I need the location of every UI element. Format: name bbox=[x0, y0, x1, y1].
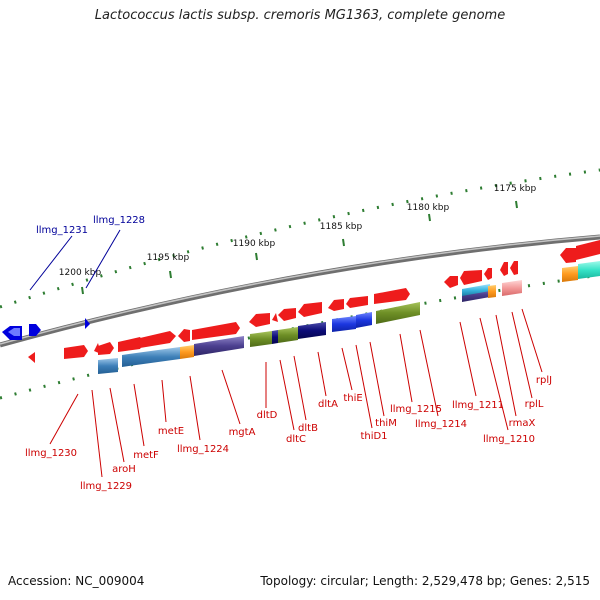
gene-arrow-dltD bbox=[249, 313, 270, 327]
gene-arrow bbox=[28, 352, 35, 363]
gene-arrow-metF bbox=[118, 337, 144, 352]
gene-label: llmg_1229 bbox=[80, 481, 132, 492]
topology-text: Topology: circular; Length: 2,529,478 bp… bbox=[260, 574, 590, 588]
scale-label: 1195 kbp bbox=[147, 253, 190, 263]
gene-arrow-llmg_1215 bbox=[374, 288, 410, 304]
major-tick bbox=[515, 200, 518, 209]
gene-arrow-llmg_1230 bbox=[64, 345, 88, 359]
gene-label: llmg_1210 bbox=[483, 434, 535, 445]
major-tick bbox=[169, 270, 172, 279]
cog-category-boxes bbox=[98, 261, 600, 374]
gene-arrow-dltB bbox=[278, 308, 296, 321]
gene-label: mgtA bbox=[229, 427, 256, 438]
gene-label: llmg_1214 bbox=[415, 419, 467, 430]
gene-arrow-rplJ bbox=[560, 248, 576, 263]
gene-arrow-rplL bbox=[510, 261, 518, 275]
scale-label: 1190 kbp bbox=[233, 239, 276, 249]
gene-label: metF bbox=[133, 450, 159, 461]
gene-arrow-llmg_1228 bbox=[29, 324, 41, 336]
genome-backbone bbox=[0, 234, 600, 348]
gene-label: dltB bbox=[298, 423, 318, 434]
scale-label: 1180 kbp bbox=[407, 203, 450, 213]
scale-ruler bbox=[0, 168, 600, 309]
major-tick bbox=[428, 213, 431, 222]
gene-label: dltD bbox=[257, 410, 278, 421]
genome-title: Lactococcus lactis subsp. cremoris MG136… bbox=[94, 8, 506, 23]
gene-label: llmg_1230 bbox=[25, 448, 77, 459]
gene-label: thiE bbox=[343, 393, 362, 404]
gene-arrow-rmaX bbox=[500, 262, 508, 276]
gene-label: llmg_1231 bbox=[36, 225, 88, 236]
gene-arrow-thiE bbox=[328, 299, 344, 311]
gene-label: thiM bbox=[375, 418, 397, 429]
gene-label: aroH bbox=[112, 464, 136, 475]
forward-genes bbox=[28, 240, 600, 363]
major-tick bbox=[255, 252, 258, 261]
gene-arrow-dltC bbox=[272, 313, 278, 322]
gene-arrow-metE bbox=[140, 331, 176, 348]
gene-arrow-llmg_1210 bbox=[460, 270, 482, 285]
gene-label: dltA bbox=[318, 399, 338, 410]
scale-label: 1200 kbp bbox=[59, 268, 102, 278]
gene-arrow-mgtA bbox=[192, 322, 240, 340]
scale-label: 1175 kbp bbox=[494, 184, 537, 194]
gene-arrow-aroH bbox=[98, 342, 114, 355]
gene-label: thiD1 bbox=[360, 431, 387, 442]
gene-label: rmaX bbox=[509, 418, 536, 429]
gene-label: rplL bbox=[525, 399, 544, 410]
gene-label: llmg_1228 bbox=[93, 215, 145, 226]
gene-label: llmg_1215 bbox=[390, 404, 442, 415]
scale-label: 1185 kbp bbox=[320, 222, 363, 232]
gene-label: dltC bbox=[286, 434, 306, 445]
gene-arrow-thiD1 bbox=[346, 296, 368, 308]
gene-arrow-llmg_1224 bbox=[178, 329, 190, 342]
gene-label: metE bbox=[158, 426, 184, 437]
major-tick bbox=[342, 238, 345, 247]
reverse-genes bbox=[2, 318, 90, 340]
leader-lines bbox=[29, 229, 543, 478]
gene-arrow-llmg_1211 bbox=[444, 276, 458, 288]
gene-label: llmg_1211 bbox=[452, 400, 504, 411]
gene-arrow-dltA bbox=[298, 302, 322, 317]
accession-text: Accession: NC_009004 bbox=[8, 574, 145, 588]
gene-label: llmg_1224 bbox=[177, 444, 229, 455]
gene-label: rplJ bbox=[536, 375, 552, 386]
major-tick bbox=[81, 286, 84, 295]
